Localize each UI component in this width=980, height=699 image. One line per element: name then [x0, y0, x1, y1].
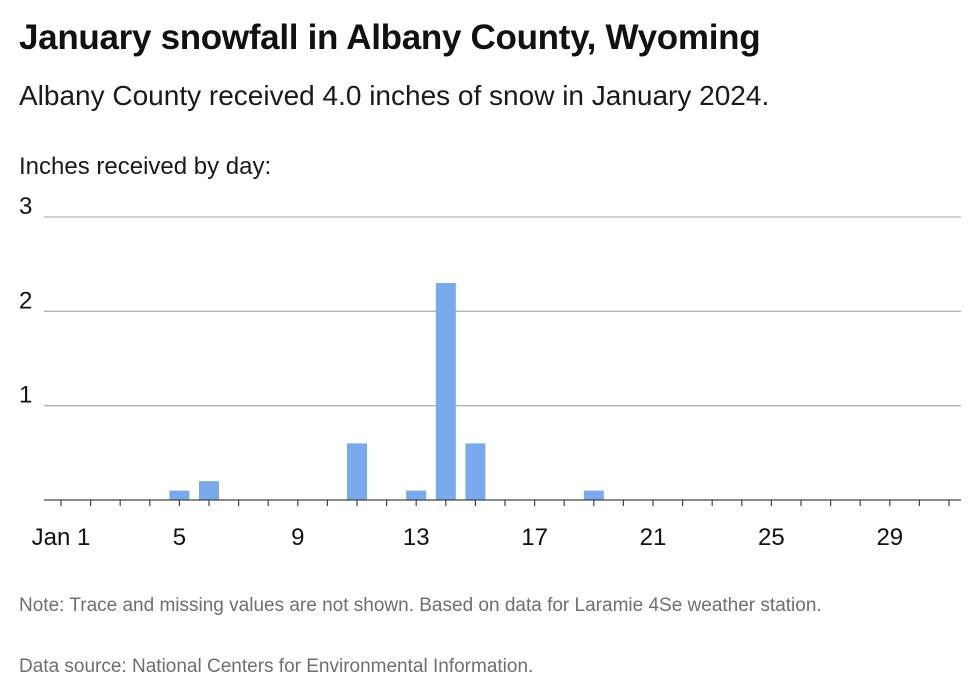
- x-tick-label-1: Jan 1: [32, 524, 91, 551]
- bar-jan-11: [347, 443, 367, 500]
- gridlines: 1 2 3: [19, 193, 961, 409]
- bar-jan-13: [406, 490, 427, 500]
- chart-title: January snowfall in Albany County, Wyomi…: [19, 18, 761, 57]
- bars: [169, 283, 604, 500]
- y-axis-caption: Inches received by day:: [19, 153, 272, 180]
- x-tick-label-29: 29: [876, 524, 903, 551]
- x-tick-label-13: 13: [403, 524, 430, 551]
- chart-note: Note: Trace and missing values are not s…: [19, 595, 822, 616]
- y-tick-label-1: 1: [19, 382, 32, 409]
- chart-subtitle: Albany County received 4.0 inches of sno…: [19, 80, 770, 111]
- x-tick-label-5: 5: [173, 524, 186, 551]
- x-axis: Jan 1 5 9 13 17 21 25 29: [32, 499, 961, 551]
- x-tick-label-21: 21: [640, 524, 667, 551]
- y-tick-label-2: 2: [19, 287, 32, 314]
- x-tick-label-9: 9: [291, 524, 304, 551]
- data-source: Data source: National Centers for Enviro…: [19, 656, 534, 677]
- y-tick-label-3: 3: [19, 193, 32, 220]
- x-tick-label-17: 17: [521, 524, 548, 551]
- x-tick-label-25: 25: [758, 524, 785, 551]
- bar-jan-19: [583, 490, 604, 500]
- bar-jan-5: [169, 490, 190, 500]
- bar-jan-14: [435, 283, 456, 500]
- bar-jan-6: [199, 481, 219, 500]
- bar-jan-15: [465, 443, 486, 500]
